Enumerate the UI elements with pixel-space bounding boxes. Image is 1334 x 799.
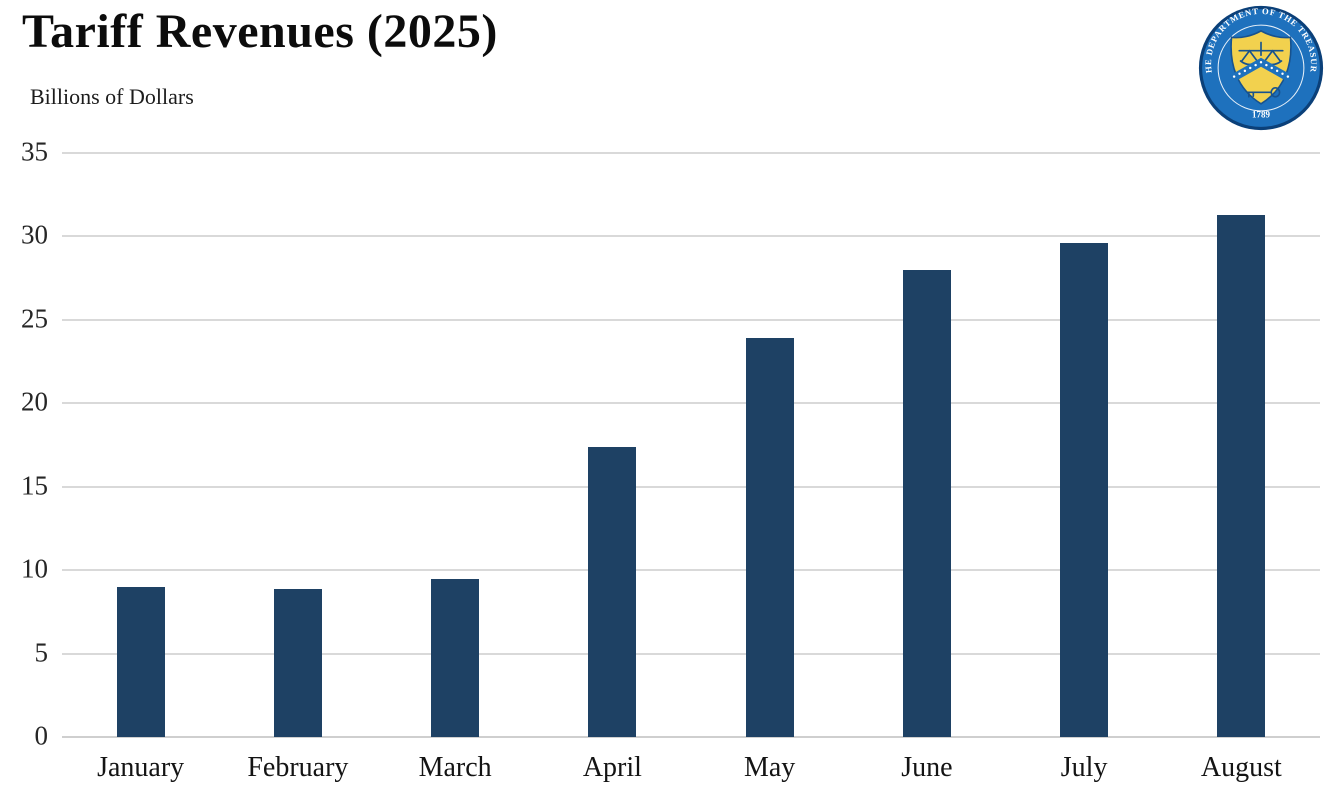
seal-key-icon bbox=[1246, 87, 1281, 98]
bar-slot-april: April bbox=[534, 153, 691, 782]
bar-june bbox=[902, 269, 951, 737]
bar-april bbox=[588, 446, 637, 737]
seal-shield bbox=[1230, 29, 1292, 105]
x-tick-label-may: May bbox=[743, 752, 796, 783]
y-tick-label-25: 25 bbox=[21, 303, 48, 334]
y-tick-label-35: 35 bbox=[21, 136, 48, 167]
seal-year: 1789 bbox=[1252, 109, 1270, 119]
y-tick-label-0: 0 bbox=[34, 720, 49, 751]
x-tick-label-april: April bbox=[582, 752, 642, 783]
bar-january bbox=[116, 586, 165, 737]
bar-slot-february: February bbox=[219, 153, 376, 782]
y-axis-units-label: Billions of Dollars bbox=[30, 84, 194, 109]
y-tick-label-15: 15 bbox=[21, 470, 48, 501]
bar-slot-january: January bbox=[62, 153, 219, 782]
seal-inner-circle bbox=[1217, 24, 1305, 112]
gridline-y-20 bbox=[62, 402, 1320, 405]
gridline-y-0 bbox=[62, 736, 1320, 738]
gridline-y-15 bbox=[62, 485, 1320, 488]
gridline-y-10 bbox=[62, 569, 1320, 572]
bar-slot-august: August bbox=[1163, 153, 1320, 782]
x-tick-label-july: July bbox=[1060, 752, 1108, 783]
y-tick-label-5: 5 bbox=[34, 636, 49, 667]
bar-slot-march: March bbox=[377, 153, 534, 782]
bar-march bbox=[431, 578, 480, 737]
bar-august bbox=[1217, 214, 1266, 737]
x-tick-label-june: June bbox=[901, 752, 953, 783]
bar-may bbox=[745, 338, 794, 737]
bar-july bbox=[1060, 243, 1109, 737]
bars-layer: January February March April May June July Augu… bbox=[62, 153, 1320, 782]
page-title: Tariff Revenues (2025) bbox=[22, 5, 498, 58]
x-tick-label-march: March bbox=[418, 752, 492, 783]
y-tick-label-20: 20 bbox=[21, 386, 48, 417]
gridline-y-5 bbox=[62, 652, 1320, 655]
x-tick-label-february: February bbox=[247, 752, 349, 783]
gridline-y-30 bbox=[62, 235, 1320, 238]
bar-slot-june: June bbox=[848, 153, 1005, 782]
bar-slot-may: May bbox=[691, 153, 848, 782]
gridlines-layer: 0 5 10 15 20 25 30 35 bbox=[21, 138, 1320, 749]
y-tick-label-10: 10 bbox=[21, 553, 48, 584]
x-tick-label-january: January bbox=[97, 752, 185, 783]
y-tick-label-30: 30 bbox=[21, 219, 48, 250]
x-tick-label-august: August bbox=[1200, 752, 1282, 783]
gridline-y-25 bbox=[62, 318, 1320, 321]
treasury-seal: THE DEPARTMENT OF THE TREASURY 1789 bbox=[1197, 4, 1324, 131]
bar-slot-july: July bbox=[1006, 153, 1163, 782]
gridline-y-35 bbox=[62, 152, 1320, 154]
plot-area: 0 5 10 15 20 25 30 35 January February March April… bbox=[21, 138, 1320, 782]
bar-february bbox=[273, 588, 322, 737]
seal-chevron-stars bbox=[1232, 61, 1290, 78]
